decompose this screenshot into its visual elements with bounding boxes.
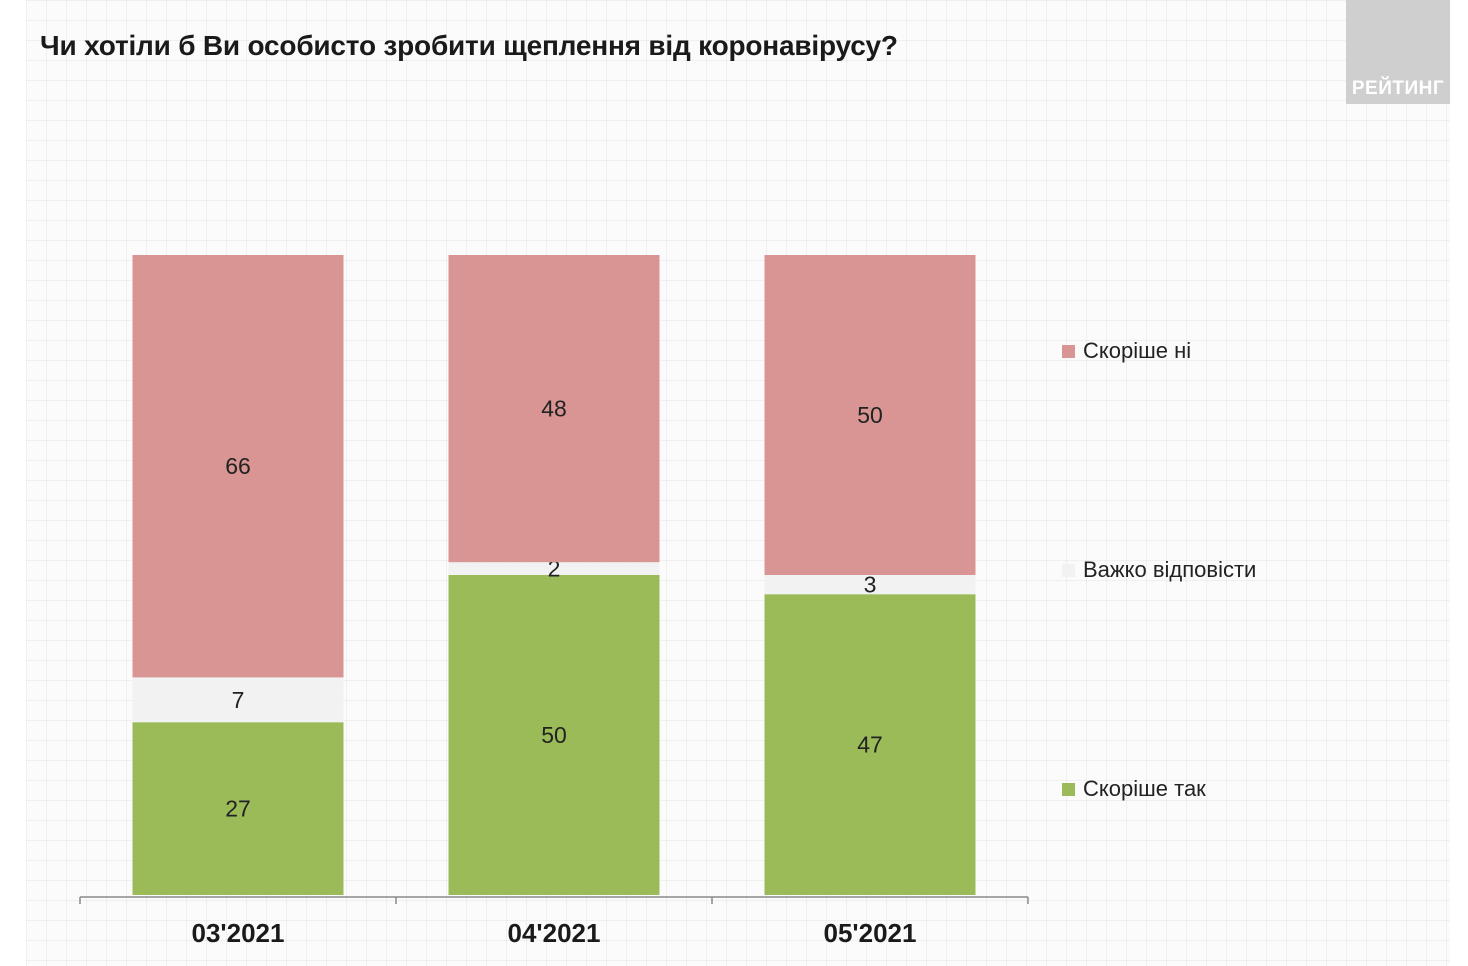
data-label: 47 [857,732,883,758]
legend-swatch [1062,563,1075,577]
data-label: 3 [864,572,877,598]
legend-item: Скоріше так [1062,776,1206,802]
bar-segment [132,255,344,678]
data-label: 50 [857,402,883,428]
logo-text: РЕЙТИНГ [1351,78,1445,99]
legend-swatch [1062,782,1075,796]
data-label: 66 [225,453,251,479]
x-tick-label: 05'2021 [824,918,917,948]
bar-segment [132,722,344,895]
bar-segment [448,562,660,575]
x-tick-label: 03'2021 [192,918,285,948]
bar-segment [448,255,660,563]
legend-swatch [1062,344,1075,358]
data-label: 7 [232,687,245,713]
chart-title: Чи хотіли б Ви особисто зробити щеплення… [40,30,898,61]
legend-label: Скоріше ні [1083,338,1192,363]
x-tick-label: 04'2021 [508,918,601,948]
legend-item: Важко відповісти [1062,557,1256,583]
data-label: 27 [225,796,251,822]
rating-logo: РЕЙТИНГ [1346,0,1450,104]
bar-segment [448,575,660,895]
bar-segment [764,594,976,895]
bar-segment [764,255,976,575]
data-label: 50 [541,722,567,748]
data-label: 48 [541,396,567,422]
bar-segment [764,575,976,595]
legend-item: Скоріше ні [1062,338,1191,364]
legend-label: Скоріше так [1083,776,1206,801]
legend-label: Важко відповісти [1083,557,1257,582]
bar-segment [132,677,344,723]
